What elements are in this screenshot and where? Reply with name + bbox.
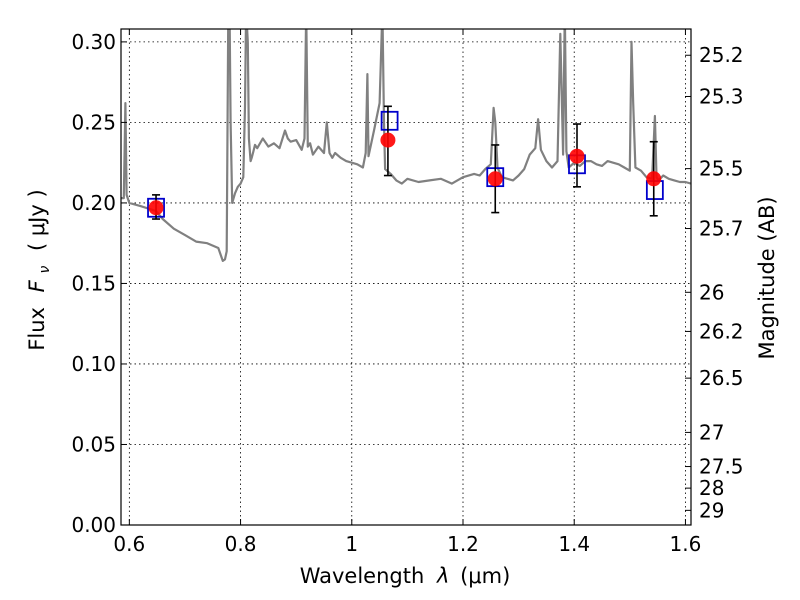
observed-point: [569, 148, 585, 164]
observed-point: [487, 171, 503, 187]
y-axis-title: Flux F ν ( μJy ): [25, 189, 54, 350]
y2-tick-label: 27: [699, 420, 724, 444]
y2-tick-label: 25.2: [699, 43, 744, 67]
y-tick-label: 0.20: [71, 191, 116, 215]
x-tick-label: 1.6: [670, 532, 702, 556]
x-tick-label: 1.4: [558, 532, 590, 556]
observed-point: [148, 200, 164, 216]
y-tick-label: 0.25: [71, 110, 116, 134]
x-tick-label: 1: [345, 532, 358, 556]
y-tick-label: 0.15: [71, 271, 116, 295]
axis-tick-labels: 0.6 0.8 1 1.2 1.4 1.6 0.00 0.05 0.10 0.15 0.20 0.25…: [71, 30, 743, 556]
plot-content: [121, 29, 691, 262]
observed-point: [380, 132, 396, 148]
y2-axis-title: Magnitude (AB): [755, 196, 779, 359]
template-spectrum-line: [121, 29, 691, 262]
axis-ticks: [121, 29, 691, 526]
y2-tick-label: 26.2: [699, 319, 744, 343]
y2-tick-label: 25.5: [699, 157, 744, 181]
x-axis-title: Wavelength λ (μm): [300, 564, 511, 588]
x-tick-label: 1.2: [447, 532, 479, 556]
y-tick-label: 0.00: [71, 513, 116, 537]
plot-area: [121, 29, 691, 525]
x-tick-label: 0.6: [113, 532, 145, 556]
y2-tick-label: 26.5: [699, 366, 744, 390]
plot-frame: [120, 28, 692, 526]
y2-tick-label: 25.7: [699, 217, 744, 241]
y2-tick-label: 29: [699, 498, 724, 522]
y-tick-label: 0.30: [71, 30, 116, 54]
y2-tick-label: 27.5: [699, 455, 744, 479]
y-tick-label: 0.10: [71, 352, 116, 376]
observed-point: [646, 171, 662, 187]
y2-tick-label: 26: [699, 280, 724, 304]
x-tick-label: 0.8: [225, 532, 257, 556]
y2-tick-label: 28: [699, 476, 724, 500]
model-band-square: [380, 110, 399, 131]
y-tick-label: 0.05: [71, 432, 116, 456]
y2-tick-label: 25.3: [699, 84, 744, 108]
